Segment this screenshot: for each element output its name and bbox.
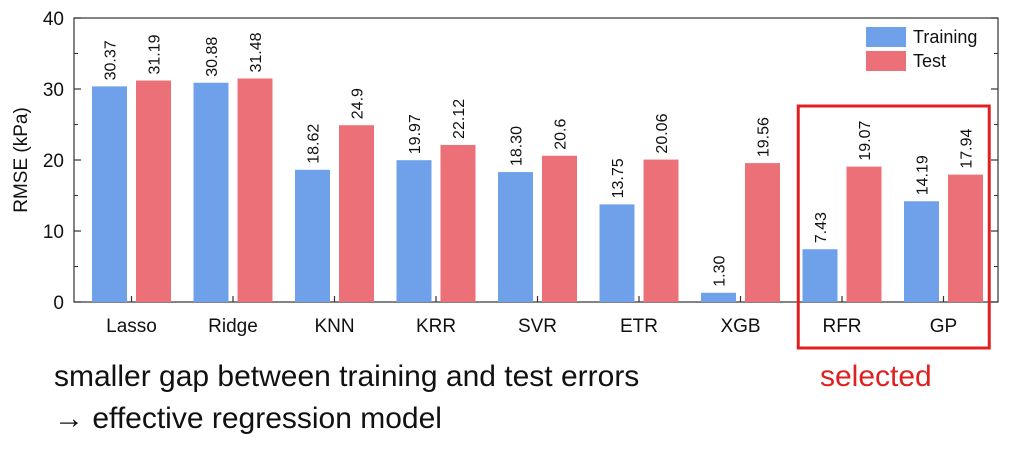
data-label-training-xgb: 1.30: [712, 256, 729, 287]
bar-test-ridge: [237, 78, 273, 302]
data-label-test-svr: 20.6: [553, 118, 570, 149]
data-label-training-svr: 18.30: [509, 126, 526, 166]
legend: Training Test: [866, 27, 977, 71]
data-label-test-lasso: 31.19: [147, 34, 164, 74]
data-label-test-gp: 17.94: [959, 128, 976, 168]
bar-test-lasso: [136, 80, 171, 303]
bar-training-etr: [599, 204, 635, 302]
data-label-test-xgb: 19.56: [756, 117, 773, 157]
bar-training-ridge: [193, 82, 229, 302]
y-axis-label: RMSE (kPa): [11, 107, 32, 213]
bar-training-lasso: [92, 86, 127, 302]
caption-line-1: smaller gap between training and test er…: [54, 360, 640, 393]
data-label-test-rfr: 19.07: [857, 120, 874, 160]
selected-label: selected: [820, 360, 932, 393]
x-tick-label-ridge: Ridge: [208, 316, 258, 337]
bar-test-svr: [542, 155, 577, 302]
bar-test-xgb: [745, 163, 780, 302]
legend-swatch-training: [866, 27, 906, 47]
selected-highlight-box: [796, 104, 991, 350]
bar-test-knn: [339, 125, 374, 303]
data-label-test-etr: 20.06: [654, 113, 671, 153]
data-label-training-etr: 13.75: [610, 158, 627, 198]
bar-test-krr: [440, 144, 476, 302]
data-label-training-ridge: 30.88: [204, 37, 221, 77]
data-label-training-knn: 18.62: [306, 124, 323, 164]
caption-line-2: → effective regression model: [54, 402, 442, 435]
bars: 30.37 31.19 30.88 31.48 18.62 24.9 19.97 22.12 1…: [92, 32, 983, 303]
x-tick-label-gp: GP: [930, 316, 957, 337]
x-tick-label-svr: SVR: [518, 316, 557, 337]
bar-training-xgb: [701, 292, 736, 302]
x-tick-label-xgb: XGB: [720, 316, 760, 337]
y-tick-label: 30: [43, 80, 64, 101]
bar-training-knn: [295, 169, 330, 302]
bar-test-rfr: [846, 166, 882, 302]
data-label-training-krr: 19.97: [407, 114, 424, 154]
bar-training-gp: [904, 201, 939, 302]
x-tick-label-krr: KRR: [416, 316, 456, 337]
y-tick-label: 20: [43, 151, 64, 172]
bar-training-rfr: [802, 249, 838, 302]
data-label-training-gp: 14.19: [915, 155, 932, 195]
x-axis: Lasso Ridge KNN KRR SVR ETR XGB RFR GP: [106, 296, 957, 337]
legend-label-test: Test: [913, 51, 946, 71]
x-tick-label-lasso: Lasso: [106, 316, 157, 337]
data-label-training-lasso: 30.37: [103, 40, 120, 80]
x-tick-label-etr: ETR: [620, 316, 658, 337]
y-axis: 0 10 20 30 40 RMSE (kPa): [11, 9, 998, 314]
y-tick-label: 10: [43, 222, 64, 243]
x-tick-label-rfr: RFR: [822, 316, 861, 337]
bar-test-gp: [948, 174, 983, 302]
bar-training-svr: [498, 172, 533, 302]
y-tick-label: 40: [43, 9, 64, 30]
data-label-test-ridge: 31.48: [248, 32, 265, 72]
legend-swatch-test: [866, 51, 906, 71]
data-label-test-krr: 22.12: [451, 99, 468, 139]
legend-label-training: Training: [913, 27, 977, 47]
bar-training-krr: [396, 160, 432, 302]
x-tick-label-knn: KNN: [314, 316, 354, 337]
y-tick-label: 0: [53, 293, 64, 314]
data-label-training-rfr: 7.43: [813, 212, 830, 243]
selected-highlight: [796, 104, 991, 350]
data-label-test-knn: 24.9: [350, 88, 367, 119]
bar-test-etr: [643, 159, 679, 302]
